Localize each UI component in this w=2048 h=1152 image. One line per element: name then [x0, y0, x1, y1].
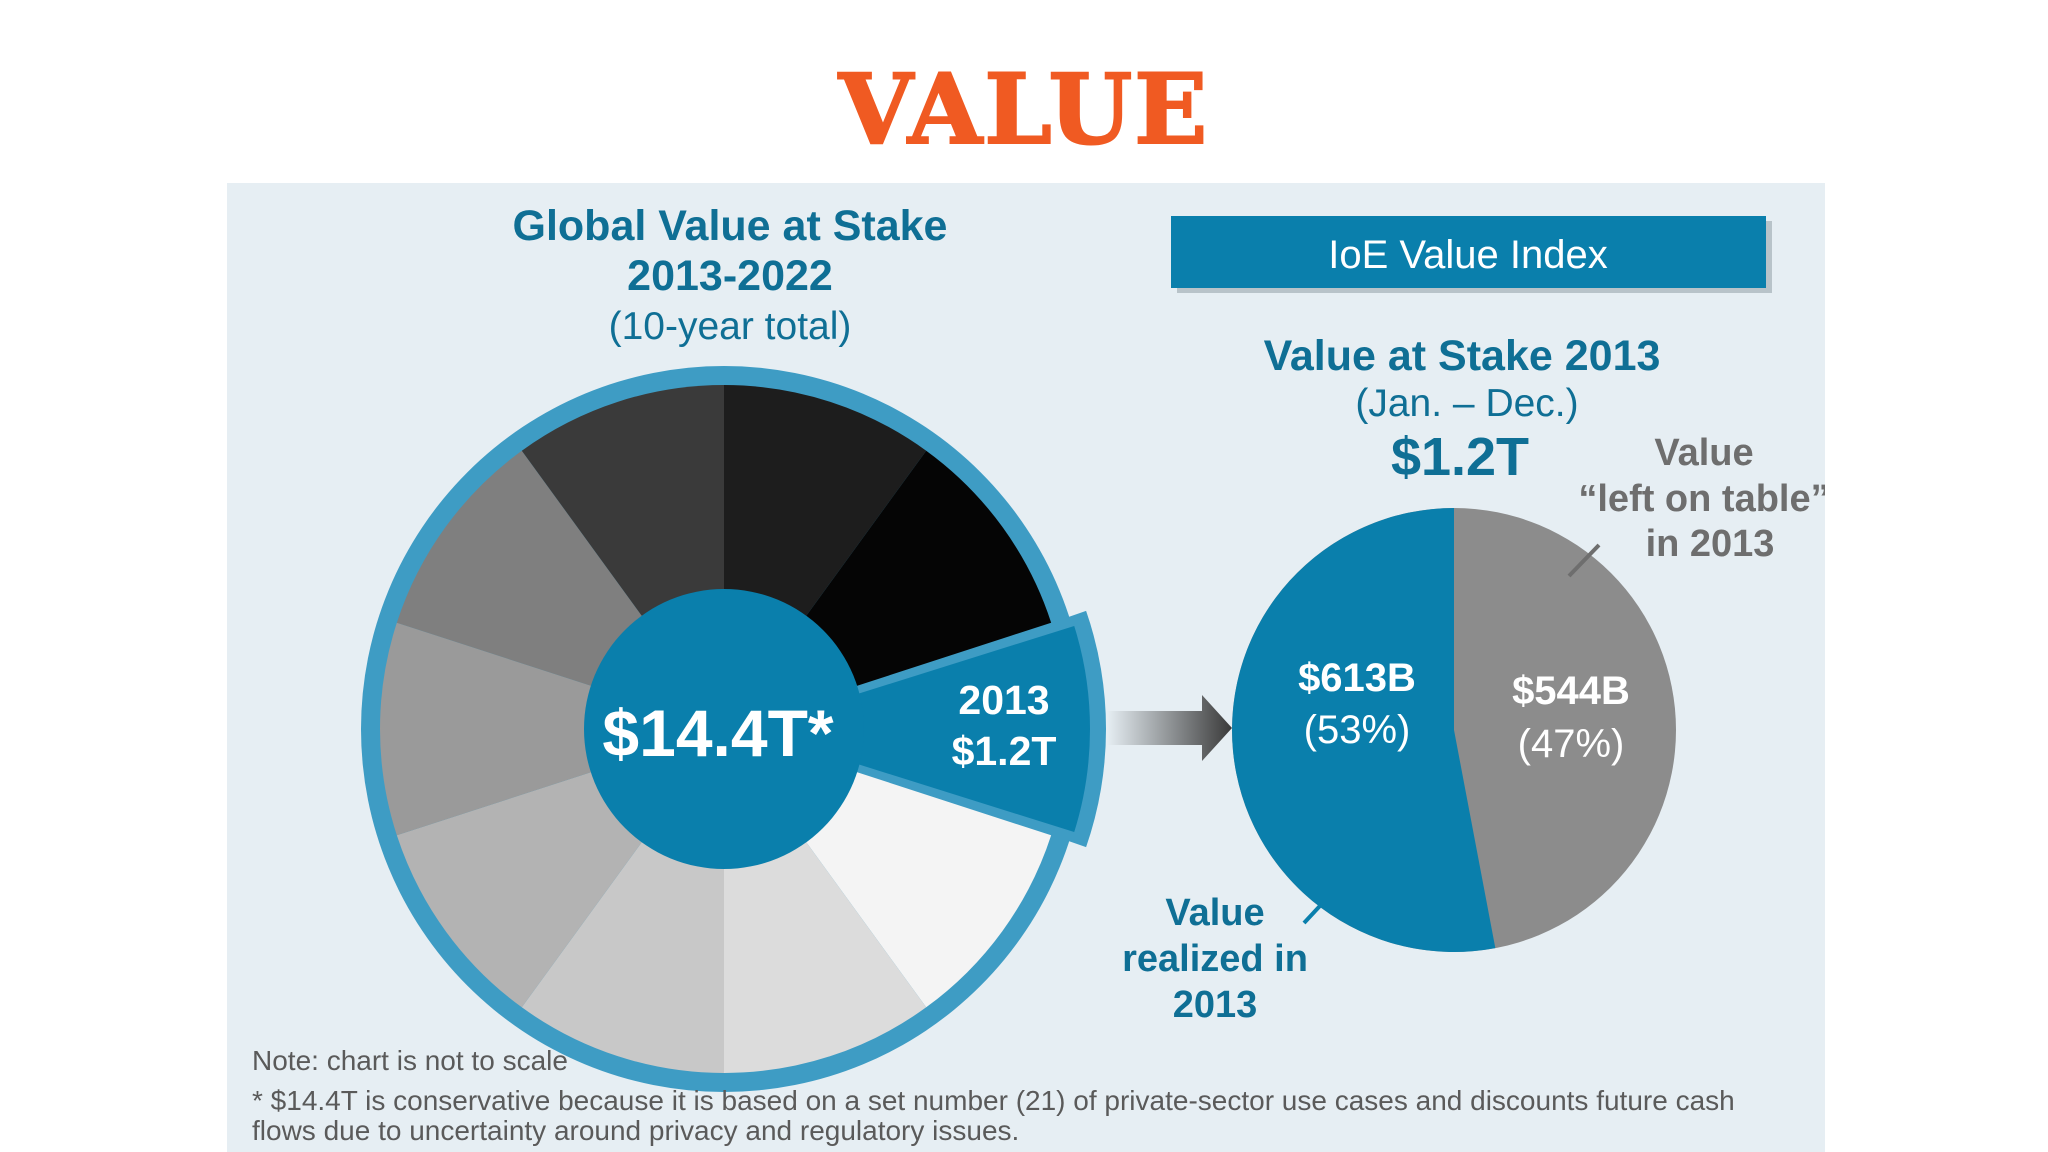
infographic-svg: Global Value at Stake 2013-2022 (10-year… — [361, 202, 1825, 1092]
callout-left-line2: “left on table” — [1578, 478, 1825, 520]
ioe-index-box — [1171, 216, 1766, 288]
global-subtitle: (10-year total) — [609, 305, 852, 348]
footnote-line1: * $14.4T is conservative because it is b… — [252, 1085, 1735, 1116]
footnote-line2: flows due to uncertainty around privacy … — [252, 1115, 1020, 1146]
stake-2013-total: $1.2T — [1391, 427, 1529, 487]
pie-2013 — [1232, 508, 1676, 952]
callout-realized-line1: Value — [1165, 892, 1264, 934]
slice-left-value: $544B — [1512, 669, 1630, 713]
page-title: VALUE — [838, 53, 1210, 166]
slice-realized-percent: (53%) — [1304, 708, 1411, 752]
global-title-line2: 2013-2022 — [627, 252, 833, 300]
callout-realized-line2: realized in — [1122, 938, 1308, 980]
infographic-panel: Global Value at Stake 2013-2022 (10-year… — [227, 183, 1825, 1152]
stake-2013-title: Value at Stake 2013 — [1264, 332, 1661, 380]
global-title-line1: Global Value at Stake — [513, 202, 948, 250]
highlight-slice-2013 — [746, 625, 1090, 833]
slice-left-percent: (47%) — [1518, 722, 1625, 766]
pie-2013-slice-realized — [1232, 508, 1496, 952]
highlight-value-label: $1.2T — [952, 728, 1057, 774]
chart-scale-note: Note: chart is not to scale — [252, 1045, 568, 1076]
global-center-disc — [584, 589, 864, 869]
stake-2013-subtitle: (Jan. – Dec.) — [1355, 382, 1578, 425]
highlight-year-label: 2013 — [958, 677, 1049, 723]
ioe-index-label: IoE Value Index — [1328, 233, 1607, 277]
global-center-label: $14.4T* — [602, 696, 833, 770]
callout-realized-line3: 2013 — [1173, 984, 1258, 1026]
arrow-right-icon — [1107, 695, 1232, 761]
callout-left-line1: Value — [1654, 432, 1753, 474]
global-slice-8 — [380, 622, 724, 836]
slice-realized-value: $613B — [1298, 656, 1416, 700]
callout-left-line3: in 2013 — [1646, 523, 1775, 565]
callout-realized-line — [1302, 891, 1334, 925]
callout-left-line — [1567, 543, 1601, 578]
